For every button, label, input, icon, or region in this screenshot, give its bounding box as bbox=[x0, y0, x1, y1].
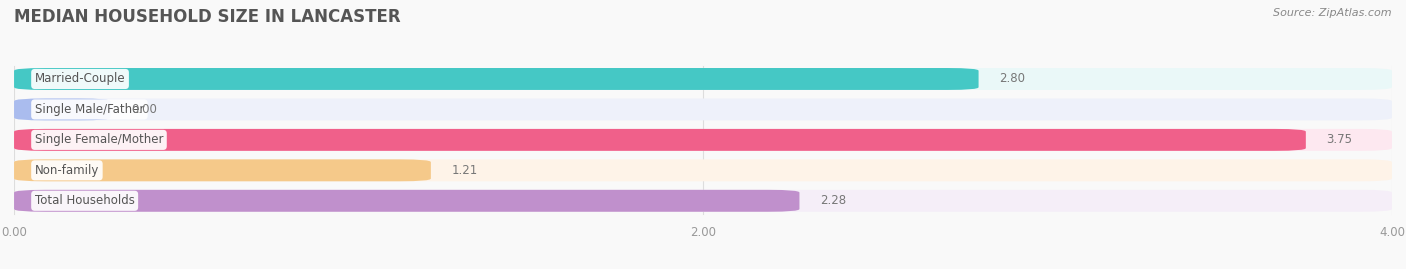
FancyBboxPatch shape bbox=[14, 159, 1392, 181]
FancyBboxPatch shape bbox=[14, 98, 111, 121]
Text: Non-family: Non-family bbox=[35, 164, 98, 177]
Text: MEDIAN HOUSEHOLD SIZE IN LANCASTER: MEDIAN HOUSEHOLD SIZE IN LANCASTER bbox=[14, 8, 401, 26]
FancyBboxPatch shape bbox=[14, 159, 430, 181]
Text: Source: ZipAtlas.com: Source: ZipAtlas.com bbox=[1274, 8, 1392, 18]
Text: 2.28: 2.28 bbox=[820, 194, 846, 207]
Text: 0.00: 0.00 bbox=[131, 103, 157, 116]
FancyBboxPatch shape bbox=[14, 129, 1392, 151]
Text: 3.75: 3.75 bbox=[1326, 133, 1353, 146]
Text: Single Male/Father: Single Male/Father bbox=[35, 103, 143, 116]
FancyBboxPatch shape bbox=[14, 68, 979, 90]
Text: 1.21: 1.21 bbox=[451, 164, 478, 177]
FancyBboxPatch shape bbox=[14, 98, 1392, 121]
Text: Total Households: Total Households bbox=[35, 194, 135, 207]
Text: 2.80: 2.80 bbox=[1000, 72, 1025, 86]
FancyBboxPatch shape bbox=[14, 190, 1392, 212]
Text: Married-Couple: Married-Couple bbox=[35, 72, 125, 86]
FancyBboxPatch shape bbox=[14, 68, 1392, 90]
FancyBboxPatch shape bbox=[14, 190, 800, 212]
Text: Single Female/Mother: Single Female/Mother bbox=[35, 133, 163, 146]
FancyBboxPatch shape bbox=[14, 129, 1306, 151]
